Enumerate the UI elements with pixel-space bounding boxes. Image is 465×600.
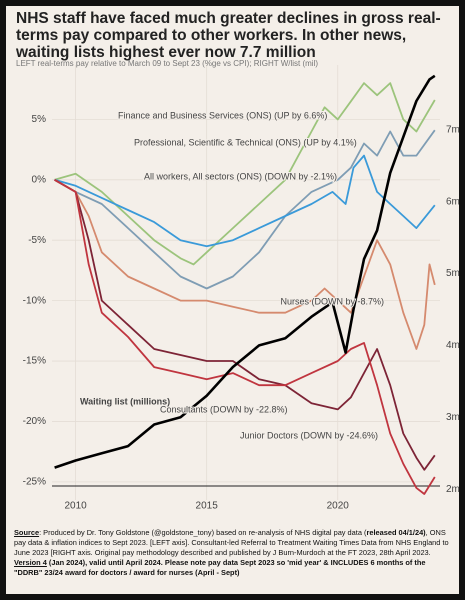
source-note: Source: Produced by Dr. Tony Goldstone (… bbox=[14, 528, 454, 558]
y-tick-label: -15% bbox=[23, 356, 46, 367]
footer: Source: Produced by Dr. Tony Goldstone (… bbox=[14, 528, 454, 578]
y2-tick-label: 5m bbox=[446, 268, 459, 279]
series-line bbox=[54, 129, 436, 290]
x-tick-label: 2015 bbox=[196, 501, 219, 512]
y-tick-label: 0% bbox=[32, 174, 47, 185]
version-label: Version 4 bbox=[14, 558, 47, 567]
series-line bbox=[54, 154, 436, 248]
source-label: Source bbox=[14, 528, 40, 537]
y2-tick-label: 6m bbox=[446, 196, 459, 207]
series-line bbox=[54, 179, 436, 350]
series-label: Waiting list (millions) bbox=[80, 396, 170, 406]
series-label: Consultants (DOWN by -22.8%) bbox=[160, 404, 288, 414]
y2-tick-label: 4m bbox=[446, 340, 459, 351]
series-label: Junior Doctors (DOWN by -24.6%) bbox=[240, 430, 378, 440]
y-tick-label: -20% bbox=[23, 416, 46, 427]
series-line bbox=[54, 74, 436, 469]
x-tick-label: 2010 bbox=[64, 501, 87, 512]
series-line bbox=[54, 82, 436, 266]
y-tick-label: -5% bbox=[28, 235, 46, 246]
y2-tick-label: 2m bbox=[446, 484, 459, 495]
y2-tick-label: 7m bbox=[446, 124, 459, 135]
series-label: All workers, All sectors (ONS) (DOWN by … bbox=[144, 171, 337, 181]
chart-subtitle: LEFT real-terms pay relative to March 09… bbox=[16, 59, 319, 68]
y-tick-label: -10% bbox=[23, 295, 46, 306]
x-tick-label: 2020 bbox=[327, 501, 350, 512]
series-label: Nurses (DOWN by -8.7%) bbox=[280, 296, 384, 306]
version-text: (Jan 2024), valid until April 2024. Plea… bbox=[14, 558, 426, 577]
series-label: Finance and Business Services (ONS) (UP … bbox=[118, 110, 327, 120]
source-release: released 04/1/24) bbox=[366, 528, 426, 537]
chart-title: NHS staff have faced much greater declin… bbox=[16, 10, 441, 61]
y-tick-label: -25% bbox=[23, 477, 46, 488]
source-text: : Produced by Dr. Tony Goldstone (@golds… bbox=[39, 528, 367, 537]
y-tick-label: 5% bbox=[32, 114, 47, 125]
panel: 5% 0% -5% -10% -15% -20% -25% 7m 6m 5m 4m 3m 2m 2010 2… bbox=[6, 6, 459, 594]
chart: 5% 0% -5% -10% -15% -20% -25% 7m 6m 5m 4m 3m 2m 2010 2… bbox=[23, 65, 459, 512]
version-note: Version 4 (Jan 2024), valid until April … bbox=[14, 558, 454, 578]
y2-tick-label: 3m bbox=[446, 412, 459, 423]
series-line bbox=[54, 179, 436, 495]
series-label: Professional, Scientific & Technical (ON… bbox=[134, 137, 357, 147]
source-text: , ONS pay data & inflation indices to Se… bbox=[14, 528, 449, 557]
